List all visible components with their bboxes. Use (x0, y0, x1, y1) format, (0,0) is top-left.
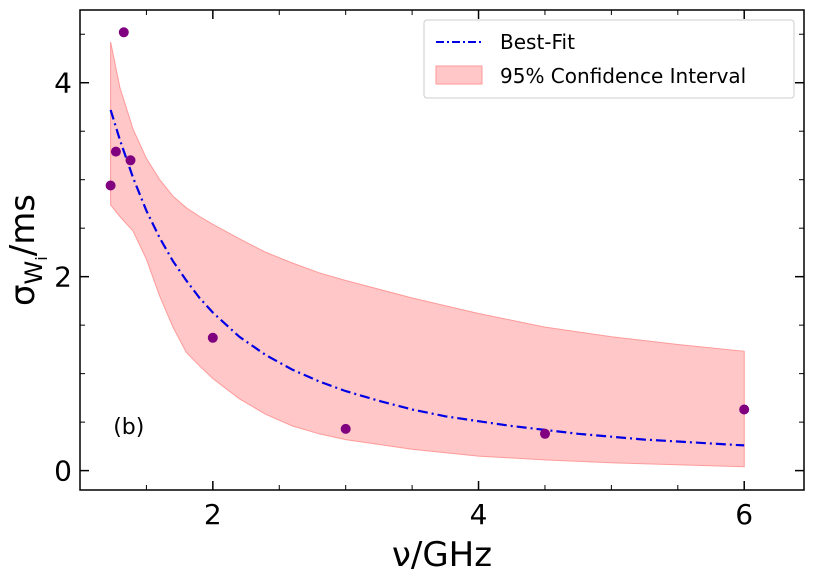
x-tick-label: 6 (735, 498, 753, 531)
tick-labels-layer: 2 4 6 0 2 4 (54, 67, 753, 531)
x-tick-label: 4 (470, 498, 488, 531)
data-point (125, 155, 136, 166)
y-tick-label: 0 (54, 455, 72, 488)
best-fit-layer (109, 109, 745, 447)
y-axis-label: σWi/ms (3, 194, 51, 306)
data-point (118, 27, 129, 38)
y-axis-label-symbol: σ (3, 284, 43, 306)
y-tick-label: 4 (54, 67, 72, 100)
confidence-interval-layer (110, 41, 745, 468)
legend-box (423, 19, 795, 99)
best-fit-line (109, 109, 745, 447)
plot-frame (79, 9, 805, 491)
data-point (340, 423, 351, 434)
data-points-layer (105, 27, 750, 439)
data-point (739, 404, 750, 415)
x-axis-label: ν/GHz (392, 535, 492, 575)
data-point (105, 180, 116, 191)
confidence-interval-band (110, 41, 745, 468)
data-point (540, 428, 550, 439)
legend-confidence-interval-swatch (435, 65, 483, 85)
x-tick-label: 2 (204, 498, 222, 531)
data-point (110, 146, 121, 157)
legend-best-fit-label: Best-Fit (500, 30, 575, 54)
ticks-layer (80, 10, 804, 490)
legend-confidence-interval-label: 95% Confidence Interval (500, 64, 746, 88)
svg-text:σWi/ms: σWi/ms (3, 194, 51, 306)
y-tick-label: 2 (54, 261, 72, 294)
panel-annotation: (b) (113, 415, 144, 440)
y-axis-label-unit: /ms (3, 194, 43, 256)
data-point (207, 332, 218, 343)
y-axis-label-subscript: W (20, 261, 48, 285)
y-axis-label-subsubscript: i (32, 256, 51, 260)
legend: Best-Fit 95% Confidence Interval (423, 19, 795, 99)
